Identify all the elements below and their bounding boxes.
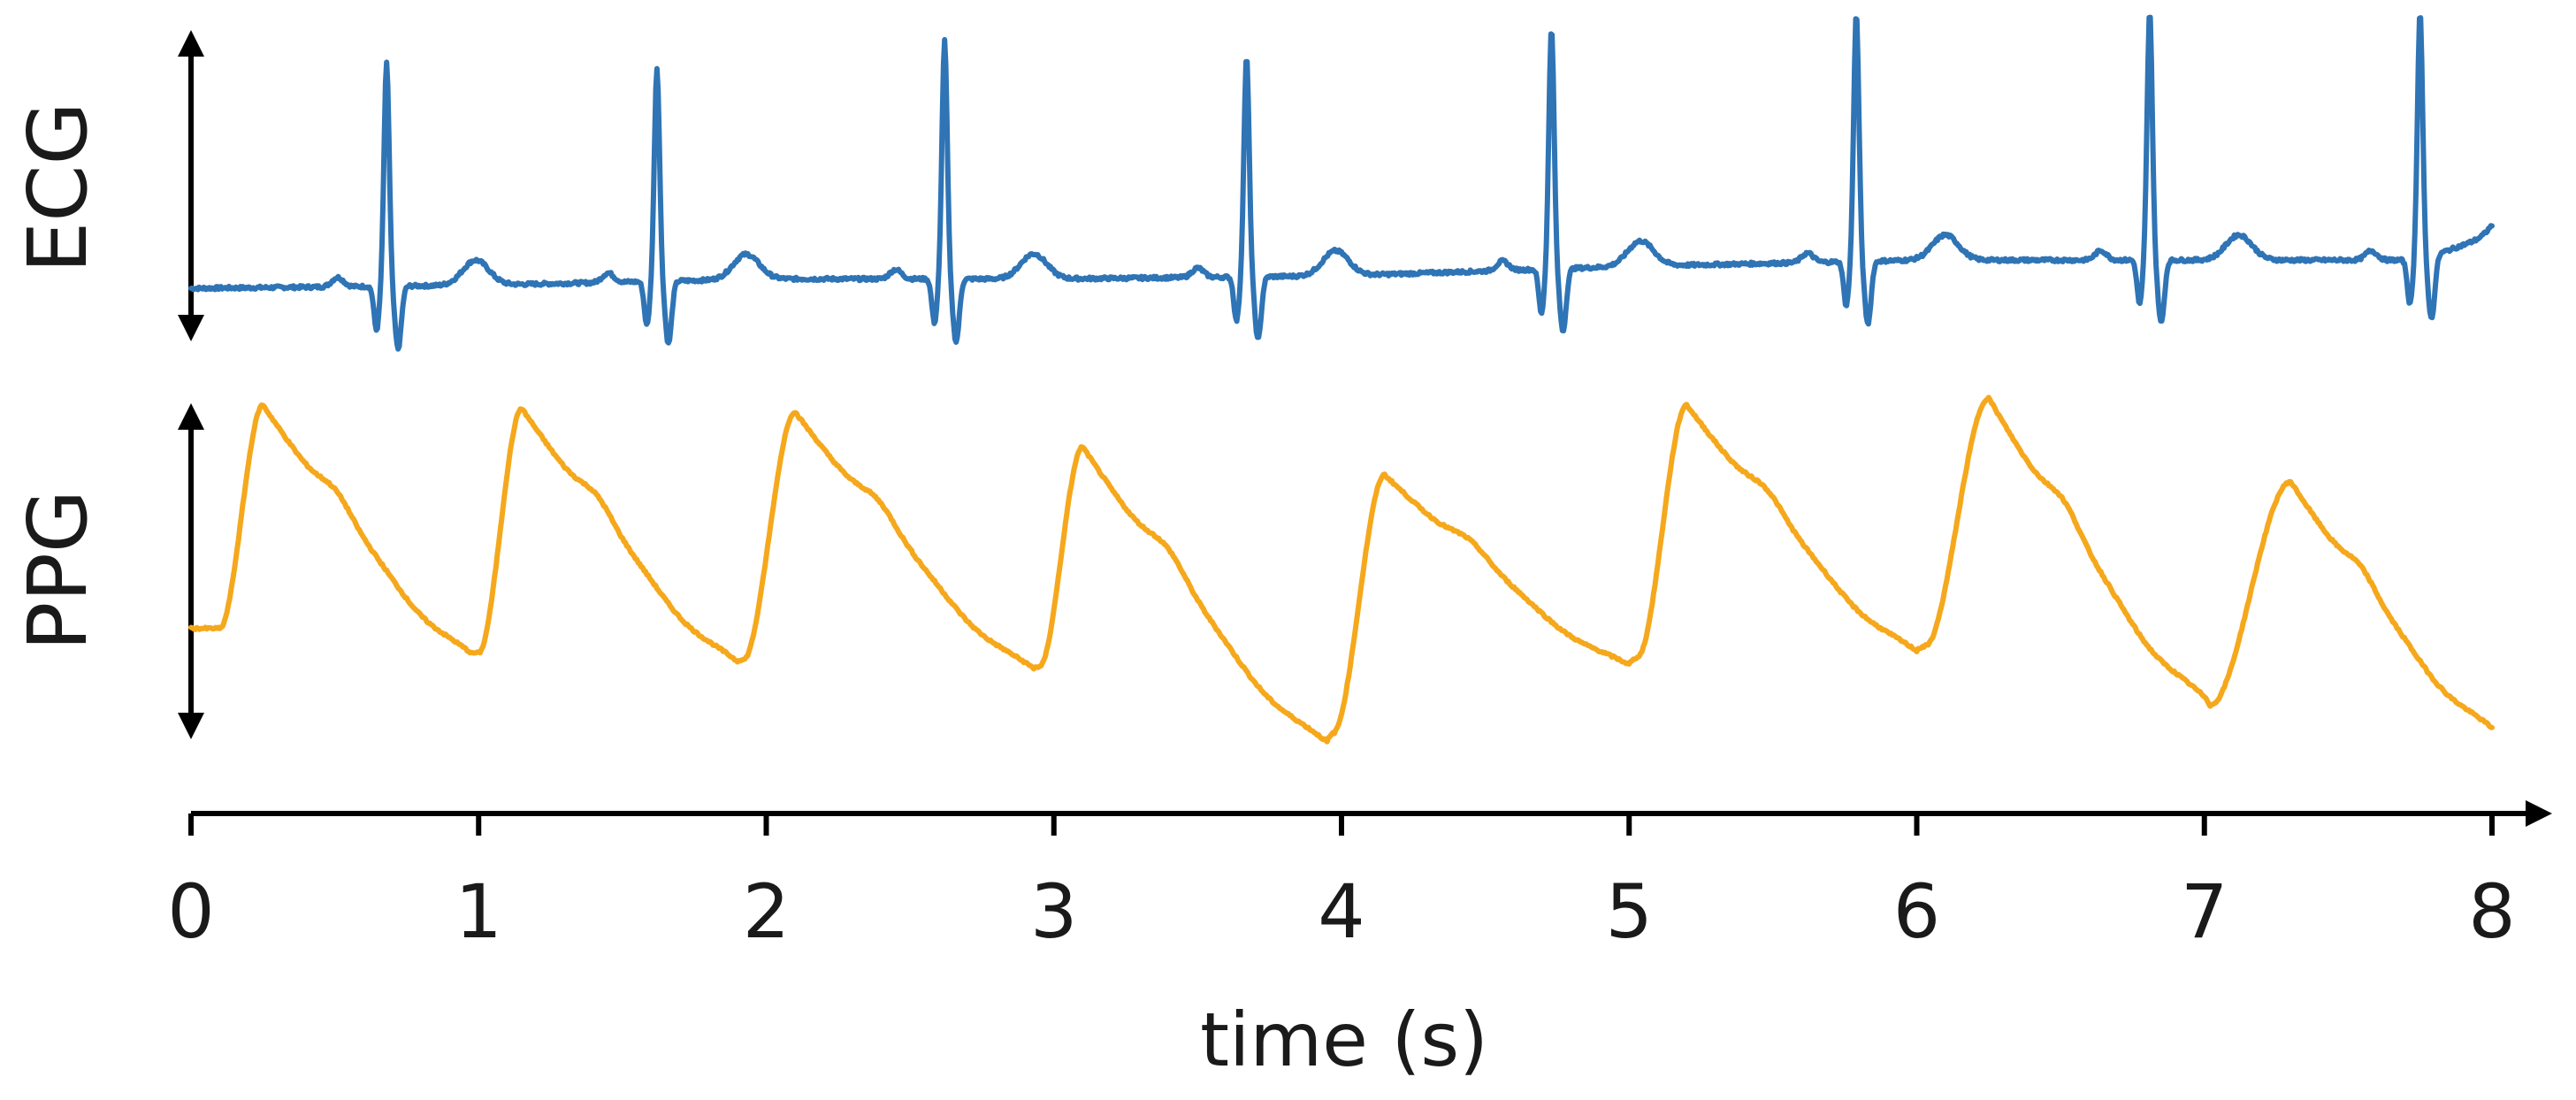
x-tick-label: 0 — [167, 868, 214, 955]
x-tick-label: 2 — [743, 868, 790, 955]
ppg-series-line — [188, 394, 2495, 745]
x-tick-label: 4 — [1318, 868, 1364, 955]
x-tick-label: 8 — [2468, 868, 2515, 955]
ecg-label: ECG — [11, 102, 105, 273]
ecg-series-line — [188, 14, 2495, 352]
x-tick-label: 6 — [1893, 868, 1940, 955]
x-tick-label: 1 — [455, 868, 502, 955]
x-tick-label: 7 — [2181, 868, 2228, 955]
x-tick-label: 5 — [1606, 868, 1653, 955]
ppg-label: PPG — [11, 490, 105, 651]
x-axis-title: time (s) — [1200, 997, 1488, 1083]
x-ticks: 0 1 2 3 4 5 6 7 8 — [167, 814, 2516, 955]
x-tick-label: 3 — [1030, 868, 1077, 955]
